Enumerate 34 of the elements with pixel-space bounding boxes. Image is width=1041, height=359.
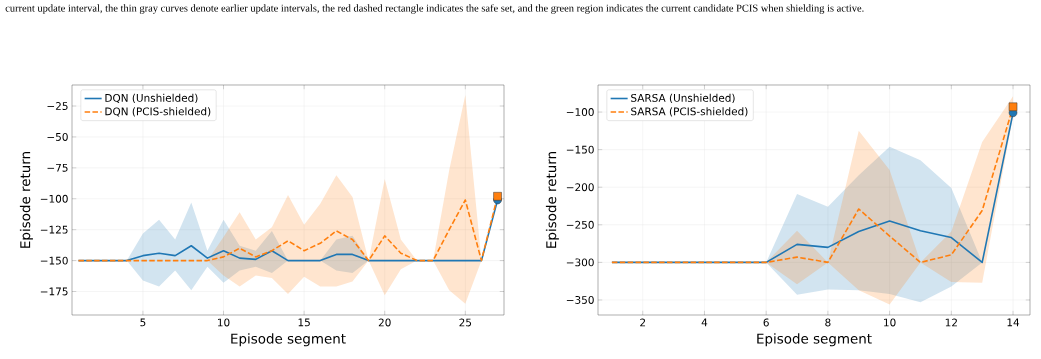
text: current update interval, the thin gray curves denote earlier update intervals, the red dashed rectangle indicates the safe set, and the green region indicates the current candidate PCIS when shielding is active. (5, 4, 864, 14)
x-tick-label: 4 (701, 318, 708, 327)
x-tick-label: 14 (1007, 318, 1020, 327)
x-tick-label: 15 (298, 318, 310, 327)
x-tick-label: 5 (140, 318, 146, 327)
y-tick-label: −75 (47, 163, 68, 172)
x-tick-label: 10 (884, 318, 896, 327)
x-tick-label: 25 (459, 318, 472, 327)
x-tick-label: 12 (945, 318, 957, 327)
y-tick-label: −300 (566, 258, 594, 267)
legend-label: DQN (Unshielded) (105, 93, 198, 104)
y-tick-label: −350 (566, 296, 594, 304)
y-tick-label: −250 (566, 220, 594, 229)
x-axis-title: Episode segment (231, 333, 346, 347)
legend-label: SARSA (Unshielded) (631, 93, 735, 104)
legend-label: DQN (PCIS-shielded) (105, 107, 211, 117)
x-tick-label: 20 (378, 318, 391, 327)
y-tick-label: −150 (40, 256, 68, 265)
x-tick-label: 6 (763, 318, 769, 327)
x-axis-title: Episode segment (757, 333, 872, 347)
y-axis-title: Episode return (545, 152, 559, 248)
y-tick-label: −150 (566, 145, 594, 154)
x-tick-label: 8 (825, 318, 831, 327)
y-tick-label: −175 (40, 287, 68, 296)
x-tick-label: 2 (640, 318, 646, 327)
y-tick-label: −50 (47, 132, 68, 141)
y-axis-title: Episode return (19, 152, 33, 248)
y-tick-label: −100 (40, 194, 68, 203)
y-tick-label: −125 (40, 225, 68, 234)
y-tick-label: −100 (566, 108, 594, 116)
legend-label: SARSA (PCIS-shielded) (631, 107, 748, 117)
x-tick-label: 10 (218, 318, 230, 327)
y-tick-label: −200 (566, 183, 594, 192)
y-tick-label: −25 (47, 102, 68, 110)
